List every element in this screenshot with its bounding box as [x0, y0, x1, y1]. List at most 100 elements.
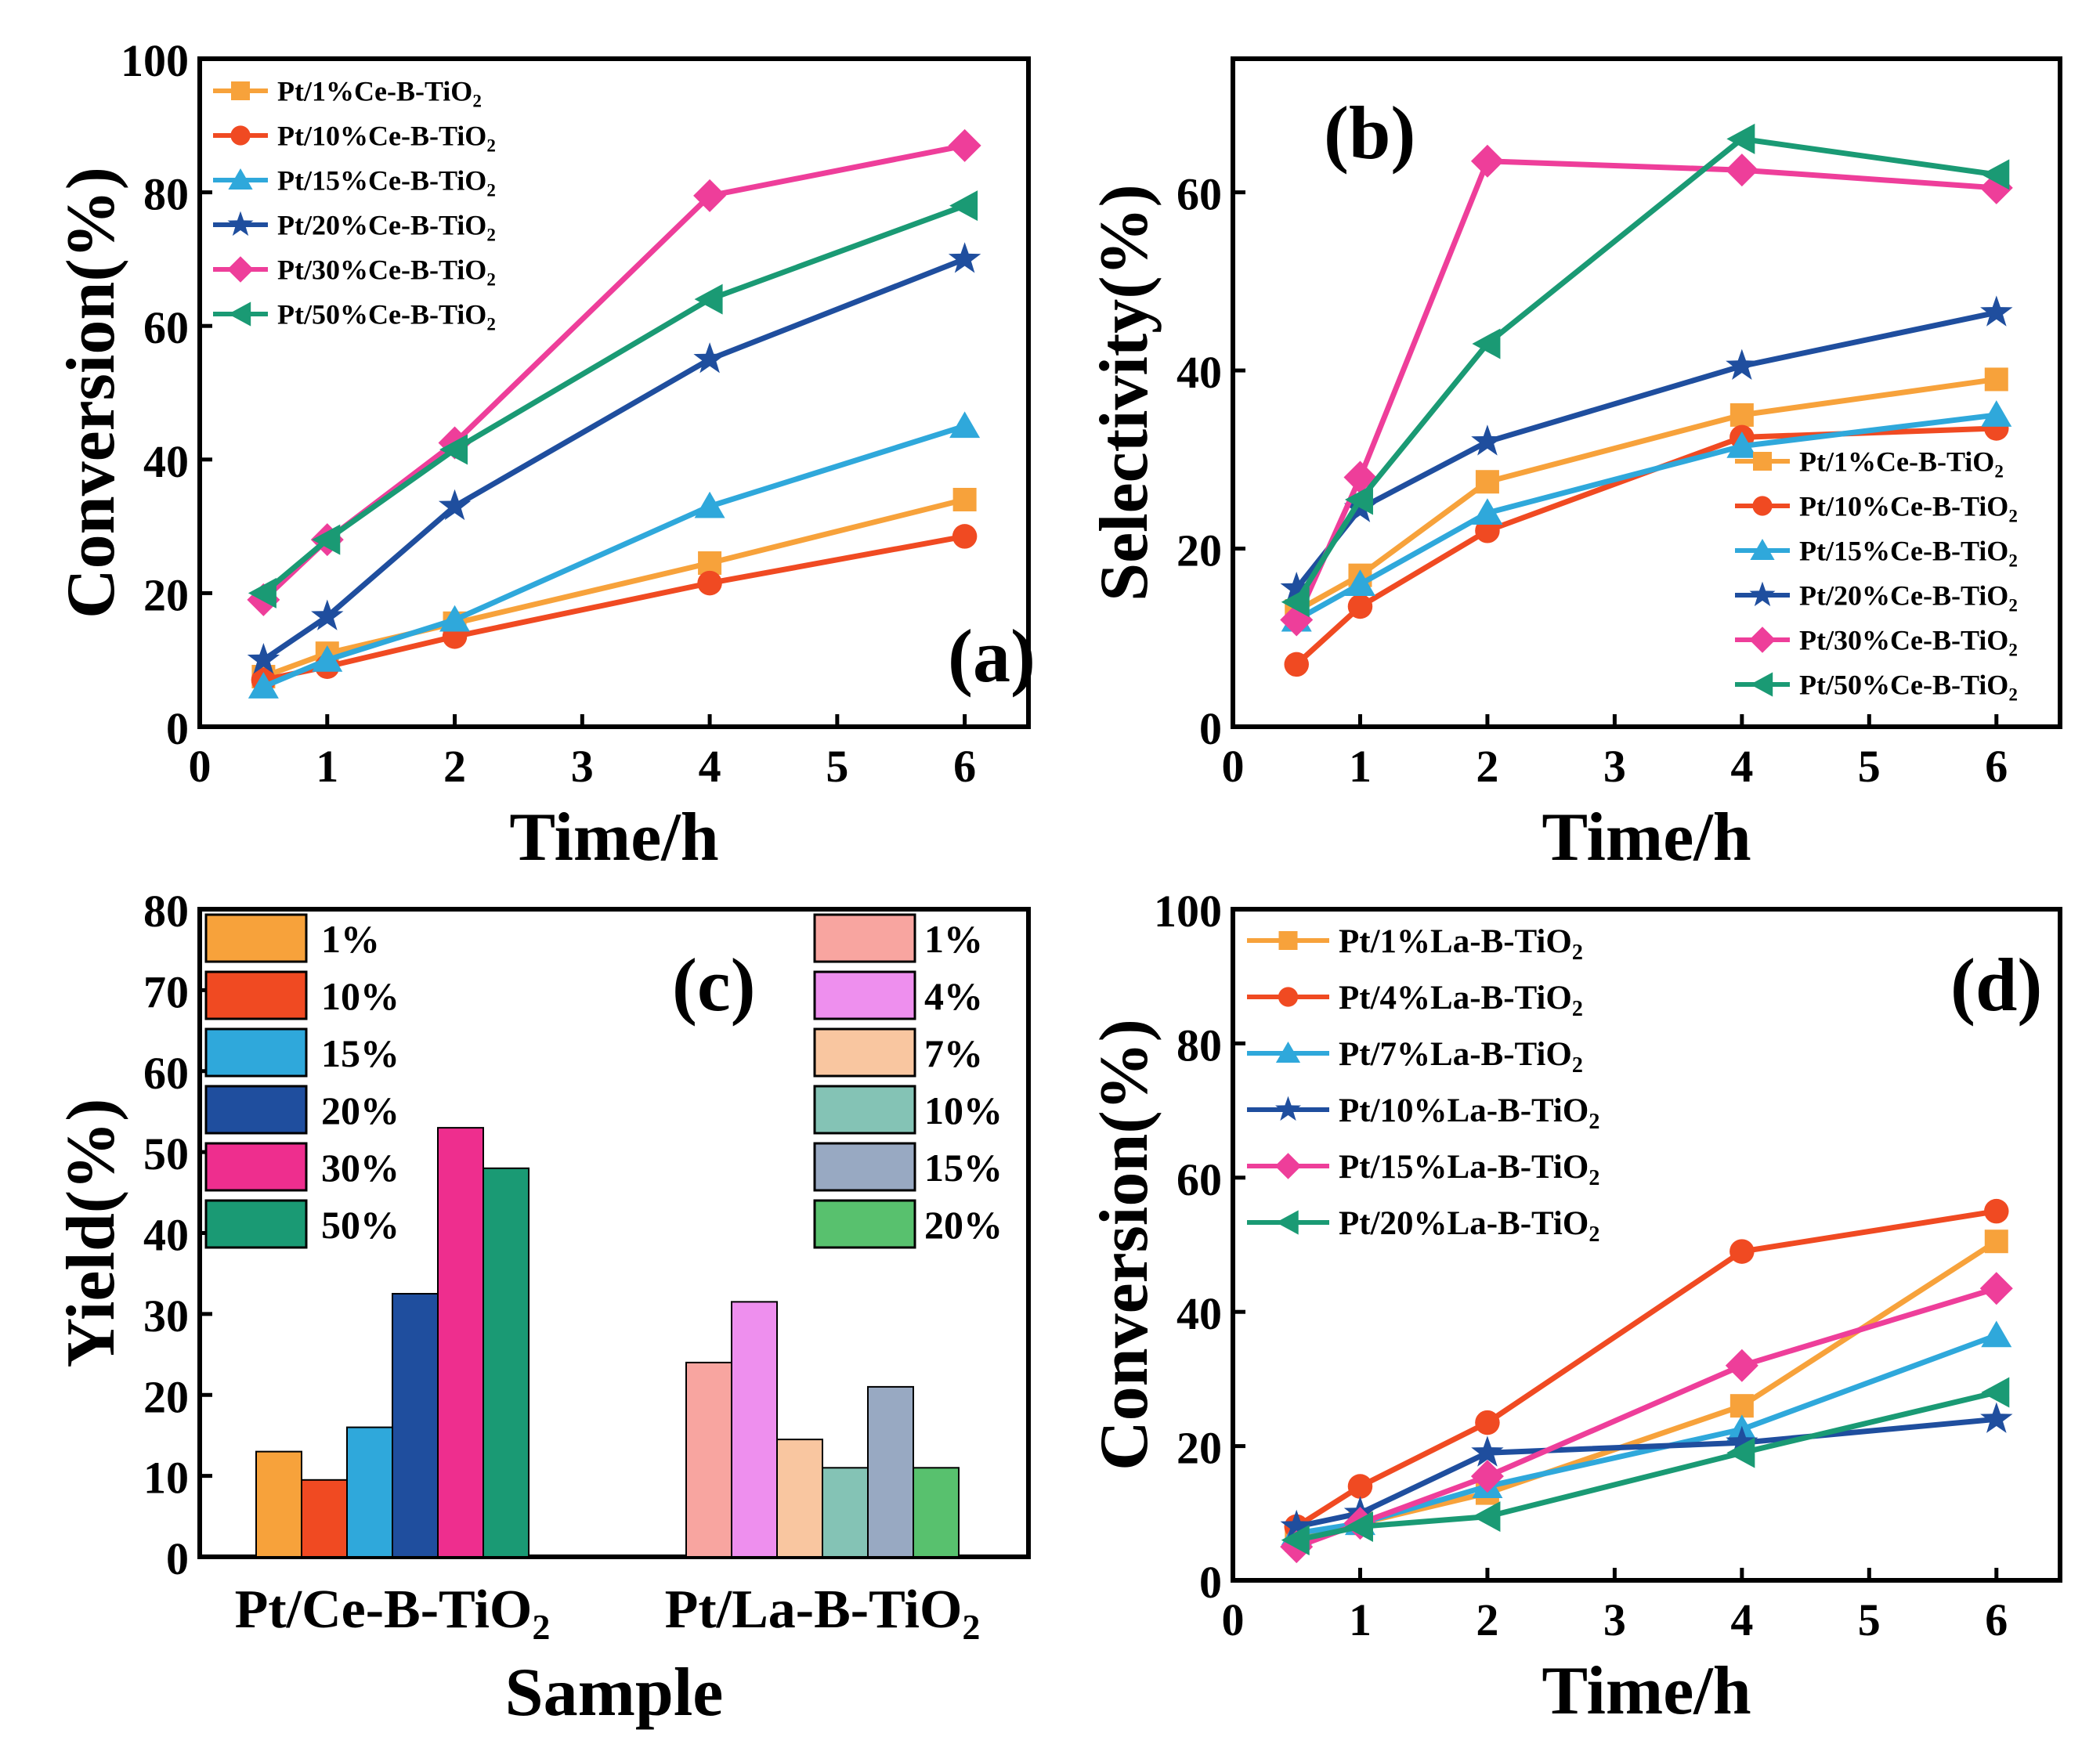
y-axis-label: Conversion(%): [53, 167, 129, 619]
data-point-shape: [1984, 1198, 2009, 1224]
data-point: [1470, 1460, 1504, 1493]
legend-label-subscript: 2: [486, 136, 496, 156]
legend-entry: Pt/1%Ce-B-TiO2: [1735, 446, 2004, 482]
y-tick-label: 80: [1177, 1020, 1222, 1071]
legend-marker-shape: [227, 211, 254, 237]
legend-label-subscript: 2: [2008, 551, 2018, 571]
legend-marker: [231, 81, 250, 100]
x-tick-label: 6: [1985, 1594, 2008, 1645]
data-point-shape: [949, 190, 978, 222]
data-point: [694, 283, 723, 315]
data-point: [1726, 431, 1758, 458]
legend-label-subscript: 2: [1589, 1222, 1599, 1247]
x-tick-label: 0: [1222, 1594, 1245, 1645]
legend-swatch: [813, 913, 916, 963]
data-point-shape: [1280, 572, 1313, 603]
bar: [483, 1167, 530, 1558]
data-point-shape: [1347, 1474, 1373, 1499]
x-tick-label: 2: [1476, 1594, 1498, 1645]
data-point: [697, 570, 722, 596]
legend-marker-shape: [1275, 1096, 1301, 1121]
legend-marker-shape: [231, 81, 250, 100]
legend-label: 20%: [924, 1203, 1003, 1247]
legend-entry: 20%: [813, 1199, 1003, 1249]
legend-marker: [1750, 539, 1775, 560]
legend-label-text: Pt/20%Ce-B-TiO: [277, 210, 486, 241]
legend-label-subscript: 2: [472, 92, 482, 111]
legend-entry: 1%: [204, 913, 380, 963]
x-tick-label: 4: [1730, 741, 1753, 792]
y-axis-label: Yield(%): [53, 1099, 129, 1368]
legend-entry: Pt/20%La-B-TiO2: [1247, 1205, 1599, 1247]
y-tick-label: 80: [143, 169, 189, 220]
series-2: [248, 411, 981, 699]
data-point-shape: [694, 491, 725, 518]
data-point: [1347, 1474, 1373, 1499]
x-category-label-subscript: 2: [532, 1607, 550, 1647]
data-point-shape: [1470, 144, 1504, 178]
legend-entry: Pt/7%La-B-TiO2: [1247, 1036, 1583, 1078]
y-tick-label: 10: [143, 1453, 189, 1504]
data-point: [312, 645, 343, 672]
legend-label-subscript: 2: [2008, 596, 2018, 616]
legend-label: 20%: [321, 1089, 399, 1132]
panel-label: (d): [1950, 943, 2042, 1027]
x-category-label-text: Pt/Ce-B-TiO: [235, 1580, 533, 1640]
data-point: [948, 242, 981, 273]
legend-entry: Pt/50%Ce-B-TiO2: [1735, 670, 2018, 705]
legend-swatch: [813, 1142, 916, 1192]
legend-entry: 30%: [204, 1142, 399, 1192]
legend-marker-shape: [1275, 1042, 1301, 1063]
y-tick-label: 100: [121, 35, 189, 86]
legend-swatch: [204, 913, 308, 963]
series-line: [1296, 1332, 1998, 1536]
data-point-shape: [312, 645, 343, 672]
data-point: [1280, 1509, 1313, 1540]
legend-marker: [227, 211, 254, 237]
data-point: [694, 491, 725, 518]
data-point: [1981, 1320, 2012, 1348]
bar: [731, 1301, 778, 1558]
data-point: [1726, 1425, 1758, 1457]
panel-label: (a): [948, 614, 1036, 698]
data-point-shape: [694, 283, 723, 315]
x-axis-label: Time/h: [509, 800, 718, 876]
bar-group-0: [255, 1127, 530, 1558]
data-point: [952, 524, 978, 549]
legend-label: 7%: [924, 1031, 983, 1075]
legend-entry: Pt/15%Ce-B-TiO2: [1735, 536, 2018, 571]
data-point: [312, 524, 341, 555]
y-tick-label: 40: [1177, 347, 1222, 398]
data-point-shape: [1280, 1509, 1313, 1540]
panel-label: (b): [1324, 91, 1415, 175]
data-point-shape: [311, 599, 344, 630]
data-point: [1984, 367, 2008, 392]
data-point: [1472, 1501, 1501, 1533]
data-point-shape: [948, 242, 981, 273]
legend-entry: Pt/10%Ce-B-TiO2: [1735, 491, 2018, 526]
data-point: [1981, 400, 2012, 427]
data-point: [1730, 1239, 1755, 1264]
x-tick-label: 6: [953, 741, 976, 792]
legend-marker-shape: [1274, 1153, 1302, 1179]
series-5: [1281, 1377, 2010, 1556]
legend-marker-shape: [230, 125, 251, 146]
series-5: [1281, 123, 2010, 618]
legend-label-subscript: 2: [1589, 1110, 1599, 1134]
legend-label: Pt/30%Ce-B-TiO2: [1799, 625, 2018, 660]
x-tick-label: 5: [1858, 1594, 1881, 1645]
legend-entry: 10%: [813, 1085, 1003, 1135]
legend-label: Pt/20%La-B-TiO2: [1339, 1205, 1599, 1247]
data-point: [948, 128, 981, 162]
legend-label: Pt/1%Ce-B-TiO2: [1799, 446, 2004, 482]
data-point: [1280, 572, 1313, 603]
legend-marker: [228, 301, 251, 327]
legend-swatch: [204, 1027, 308, 1078]
data-point-shape: [952, 524, 978, 549]
data-point: [949, 411, 981, 439]
legend-label-text: Pt/10%La-B-TiO: [1339, 1092, 1589, 1129]
data-point: [1472, 498, 1503, 525]
legend-1: 1% 4% 7% 10% 15% 20%: [813, 913, 1003, 1249]
legend-marker-shape: [227, 256, 254, 283]
data-point-shape: [1726, 348, 1758, 380]
